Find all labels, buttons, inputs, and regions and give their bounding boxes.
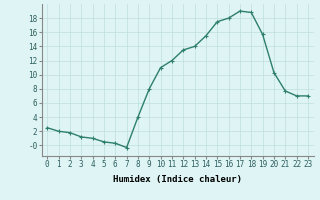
X-axis label: Humidex (Indice chaleur): Humidex (Indice chaleur) bbox=[113, 175, 242, 184]
